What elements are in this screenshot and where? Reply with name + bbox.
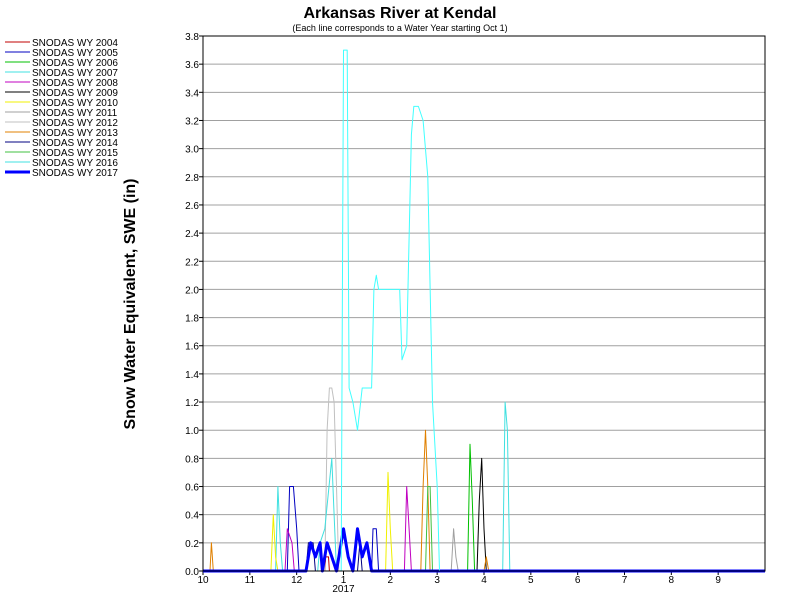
- y-tick-label: 0.4: [185, 511, 199, 522]
- x-tick-label: 9: [715, 575, 721, 586]
- series-line: [340, 49, 440, 572]
- legend-label: SNODAS WY 2004: [32, 38, 118, 49]
- series-lines: [203, 49, 765, 573]
- legend-label: SNODAS WY 2012: [32, 118, 118, 129]
- plot-frame: [202, 35, 766, 572]
- legend-label: SNODAS WY 2007: [32, 68, 118, 79]
- y-grid: [203, 63, 765, 544]
- x-tick-label: 3: [434, 575, 440, 586]
- y-tick-label: 2.8: [185, 173, 199, 184]
- y-tick-label: 1.4: [185, 370, 199, 381]
- y-tick-label: 0.8: [185, 454, 199, 465]
- x-tick-label: 7: [622, 575, 628, 586]
- legend-label: SNODAS WY 2013: [32, 128, 118, 139]
- y-tick-label: 1.0: [185, 426, 199, 437]
- y-axis-label: Snow Water Equivalent, SWE (in): [122, 179, 139, 430]
- y-tick-label: 1.6: [185, 342, 199, 353]
- y-tick-label: 3.4: [185, 88, 199, 99]
- y-tick-label: 3.2: [185, 116, 199, 127]
- y-tick-label: 3.6: [185, 60, 199, 71]
- legend-label: SNODAS WY 2015: [32, 148, 118, 159]
- x-tick-label: 6: [575, 575, 581, 586]
- x-tick-label: 2: [388, 575, 394, 586]
- x-tick-label: 1: [341, 575, 347, 586]
- x-tick-label: 12: [291, 575, 303, 586]
- series-line: [203, 387, 765, 572]
- y-tick-label: 0.0: [185, 567, 199, 578]
- chart-subtitle: (Each line corresponds to a Water Year s…: [292, 23, 507, 33]
- series-line: [203, 443, 765, 572]
- y-tick-label: 2.4: [185, 229, 199, 240]
- x-tick-label: 4: [481, 575, 487, 586]
- legend-label: SNODAS WY 2008: [32, 78, 118, 89]
- y-tick-label: 3.0: [185, 145, 199, 156]
- y-tick-label: 1.8: [185, 314, 199, 325]
- x-ticks: 10 11 12 1 2 3 4 5 6 7 8 9: [197, 571, 721, 586]
- y-tick-label: 2.6: [185, 201, 199, 212]
- chart-title: Arkansas River at Kendal: [304, 5, 497, 22]
- y-tick-label: 3.8: [185, 32, 199, 43]
- x-tick-label: 11: [245, 575, 256, 586]
- x-tick-label: 10: [197, 575, 209, 586]
- y-tick-label: 0.2: [185, 539, 199, 550]
- legend-label: SNODAS WY 2014: [32, 138, 118, 149]
- legend-label: SNODAS WY 2006: [32, 58, 118, 69]
- legend-label: SNODAS WY 2010: [32, 98, 118, 109]
- legend-label: SNODAS WY 2009: [32, 88, 118, 99]
- y-tick-label: 2.0: [185, 285, 199, 296]
- series-line: [203, 429, 765, 572]
- y-tick-label: 0.6: [185, 483, 199, 494]
- legend-label: SNODAS WY 2005: [32, 48, 118, 59]
- x-tick-label: 8: [669, 575, 675, 586]
- y-tick-label: 1.2: [185, 398, 199, 409]
- legend-label: SNODAS WY 2016: [32, 158, 118, 169]
- legend-label: SNODAS WY 2017: [32, 168, 118, 179]
- x-year-label: 2017: [332, 584, 355, 595]
- legend-label: SNODAS WY 2011: [32, 108, 118, 119]
- y-ticks: 0.0 0.2 0.4 0.6 0.8 1.0 1.2 1.4 1.6 1.8 2.0 2.2 2.4 2…: [185, 32, 203, 578]
- x-tick-label: 5: [528, 575, 534, 586]
- y-tick-label: 2.2: [185, 257, 199, 268]
